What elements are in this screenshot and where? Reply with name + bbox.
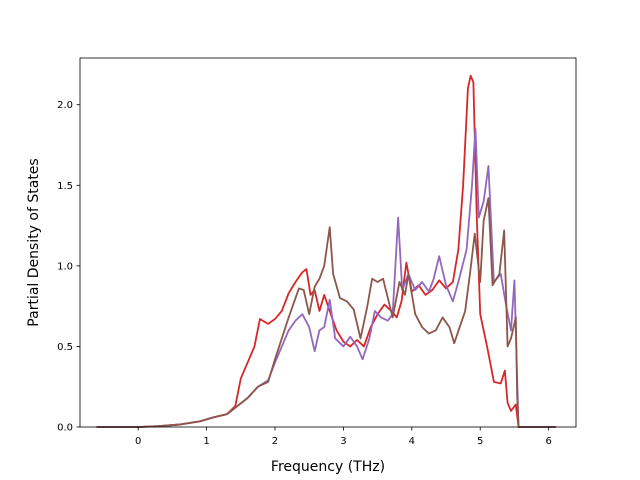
plot-frame [79, 57, 577, 428]
y-tick-label: 0.5 [57, 342, 73, 353]
y-tick-label: 1.0 [57, 261, 73, 272]
series-line-2 [96, 128, 557, 428]
x-tick-label: 0 [135, 436, 141, 447]
x-axis-label: Frequency (THz) [271, 459, 385, 475]
x-tick-label: 6 [545, 436, 551, 447]
y-tick-label: 0.0 [57, 423, 73, 434]
x-tick-label: 4 [409, 436, 415, 447]
x-tick-label: 2 [272, 436, 278, 447]
x-tick-label: 1 [203, 436, 209, 447]
series-lines [96, 74, 557, 428]
series-line-3 [96, 197, 557, 428]
x-tick-label: 3 [340, 436, 346, 447]
x-tick-label: 5 [477, 436, 483, 447]
y-axis-ticks: 0.0 0.5 1.0 1.5 2.0 [57, 100, 80, 434]
x-axis-ticks: 0 1 2 3 4 5 6 [135, 427, 552, 447]
y-tick-label: 1.5 [57, 181, 73, 192]
y-axis-label: Partial Density of States [26, 158, 42, 326]
y-tick-label: 2.0 [57, 100, 73, 111]
